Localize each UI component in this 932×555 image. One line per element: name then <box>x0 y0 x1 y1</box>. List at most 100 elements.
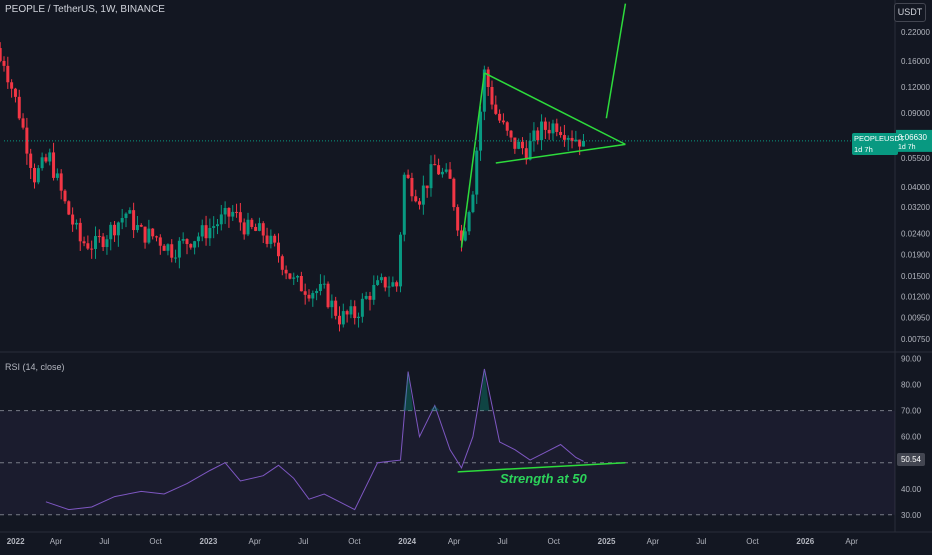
candle-body <box>139 225 143 227</box>
candle-body <box>520 141 524 149</box>
time-tick-label: Jul <box>99 537 109 546</box>
candle-body <box>299 275 303 292</box>
time-tick-label: 2026 <box>796 537 814 546</box>
last-price-tag: PEOPLEUSDT 1d 7h <box>852 133 905 155</box>
candle-body <box>479 111 483 151</box>
candle-body <box>177 240 181 258</box>
triangle-upper-line <box>484 72 626 146</box>
candle-body <box>368 295 372 300</box>
candle-body <box>44 157 48 162</box>
candle-body <box>6 65 10 83</box>
candle-body <box>284 269 288 274</box>
candle-body <box>231 211 235 217</box>
candle-body <box>311 293 315 299</box>
candle-body <box>17 96 21 119</box>
candle-body <box>418 201 422 205</box>
candle-body <box>345 311 349 315</box>
candle-body <box>452 178 456 208</box>
candle-body <box>63 190 67 202</box>
price-tick-label: 0.01200 <box>901 292 930 301</box>
candle-body <box>86 243 90 249</box>
time-tick-label: Apr <box>448 537 461 546</box>
candle-body <box>490 86 494 105</box>
candle-body <box>154 236 158 238</box>
candle-body <box>261 223 265 236</box>
rsi-tick-label: 90.00 <box>901 355 922 364</box>
candle-body <box>174 257 178 259</box>
rsi-line <box>45 368 584 511</box>
candle-body <box>414 196 418 202</box>
candle-body <box>402 174 406 235</box>
candle-body <box>158 237 162 246</box>
rsi-overbought-fill <box>479 369 490 411</box>
last-price-value: 0.06630 <box>898 133 927 142</box>
rsi-title: RSI (14, close) <box>5 362 65 372</box>
time-tick-label: Apr <box>50 537 63 546</box>
candle-body <box>357 316 361 319</box>
candle-body <box>513 137 517 149</box>
candle-body <box>326 283 330 308</box>
rsi-current-tag: 50.54 <box>897 453 925 466</box>
candle-body <box>566 137 570 140</box>
symbol-title: PEOPLE / TetherUS, 1W, BINANCE <box>5 4 165 15</box>
price-tick-label: 0.02400 <box>901 229 930 238</box>
time-tick-label: Oct <box>548 537 561 546</box>
candle-body <box>581 140 585 147</box>
candle-body <box>574 139 578 142</box>
candle-body <box>349 306 353 315</box>
candle-body <box>467 212 471 232</box>
rsi-tick-label: 40.00 <box>901 485 922 494</box>
breakout-projection-line <box>605 3 627 119</box>
currency-button[interactable]: USDT <box>894 3 926 22</box>
candle-body <box>135 225 139 231</box>
candle-body <box>429 164 433 189</box>
candle-body <box>185 239 189 245</box>
price-tick-label: 0.00950 <box>901 314 930 323</box>
candle-body <box>501 120 505 123</box>
time-tick-label: Jul <box>696 537 706 546</box>
price-tick-label: 0.01900 <box>901 251 930 260</box>
candle-body <box>276 242 280 257</box>
candle-body <box>562 135 566 140</box>
candle-body <box>459 230 463 241</box>
candle-body <box>341 311 345 325</box>
rsi-tick-label: 70.00 <box>901 407 922 416</box>
time-tick-label: Oct <box>149 537 162 546</box>
candle-body <box>120 218 124 223</box>
candle-body <box>292 277 296 279</box>
candle-body <box>97 236 101 238</box>
candle-body <box>406 174 410 178</box>
candle-body <box>372 284 376 300</box>
candle-body <box>540 121 544 141</box>
candle-body <box>269 235 273 244</box>
candle-body <box>364 295 368 299</box>
time-tick-label: Jul <box>298 537 308 546</box>
candle-body <box>555 123 559 132</box>
candle-body <box>330 300 334 308</box>
candle-body <box>254 226 258 231</box>
candle-body <box>456 207 460 231</box>
candle-body <box>124 213 128 219</box>
rsi-tick-label: 80.00 <box>901 381 922 390</box>
price-tick-label: 0.00750 <box>901 335 930 344</box>
candle-body <box>505 122 509 131</box>
candle-body <box>200 225 204 237</box>
candle-body <box>93 236 97 249</box>
candle-body <box>48 152 52 162</box>
candle-body <box>387 286 391 288</box>
candle-body <box>437 165 441 175</box>
candle-body <box>10 82 14 89</box>
last-price-symbol: PEOPLEUSDT <box>854 134 905 143</box>
candle-body <box>433 164 437 166</box>
candle-body <box>475 150 479 195</box>
rising-support-line <box>460 72 486 248</box>
candle-body <box>132 210 136 231</box>
candle-body <box>170 244 174 258</box>
candle-body <box>296 275 300 278</box>
price-tick-label: 0.22000 <box>901 28 930 37</box>
candle-body <box>551 123 555 134</box>
candle-body <box>29 153 33 168</box>
time-tick-label: Oct <box>746 537 759 546</box>
